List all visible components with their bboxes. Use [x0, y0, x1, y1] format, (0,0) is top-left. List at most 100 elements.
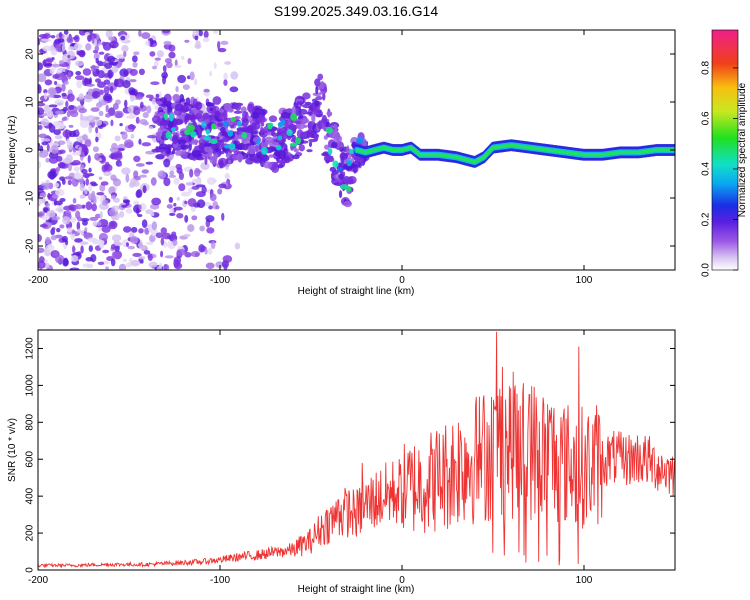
heatmap-cell — [171, 149, 176, 155]
heatmap-cell — [116, 147, 125, 152]
spectrogram-x-label: Height of straight line (km) — [298, 286, 415, 297]
heatmap-cell — [39, 223, 49, 228]
heatmap-cell — [74, 60, 84, 67]
heatmap-cell — [74, 238, 83, 243]
heatmap-cell — [62, 68, 66, 73]
heatmap-cell — [63, 257, 69, 266]
heatmap-cell — [82, 68, 92, 76]
heatmap-cell — [61, 43, 66, 52]
heatmap-cell — [195, 40, 201, 50]
heatmap-cell — [242, 111, 248, 120]
heatmap-cell — [164, 100, 172, 107]
heatmap-cell — [142, 112, 149, 119]
heatmap-cell — [40, 183, 51, 187]
heatmap-cell — [139, 101, 144, 109]
heatmap-cell — [191, 149, 202, 158]
heatmap-cell — [312, 92, 322, 97]
heatmap-hotspot — [280, 119, 286, 125]
heatmap-cell — [124, 141, 134, 149]
heatmap-cell — [48, 122, 53, 128]
heatmap-cell — [262, 136, 266, 144]
heatmap-hotspot — [187, 124, 195, 132]
heatmap-cell — [172, 93, 181, 103]
heatmap-cell — [296, 101, 304, 106]
heatmap-cell — [102, 61, 107, 65]
heatmap-cell — [45, 244, 55, 252]
heatmap-cell — [155, 146, 159, 151]
heatmap-cell — [129, 235, 138, 244]
heatmap-cell — [154, 57, 161, 61]
heatmap-cell — [38, 200, 43, 205]
heatmap-cell — [240, 143, 250, 151]
snr-x-tick-label: -100 — [210, 575, 230, 586]
heatmap-cell — [130, 259, 141, 267]
heatmap-cell — [62, 116, 68, 121]
heatmap-cell — [132, 55, 138, 63]
heatmap-cell — [75, 150, 82, 156]
heatmap-cell — [175, 150, 184, 156]
heatmap-hotspot — [332, 160, 339, 168]
heatmap-cell — [122, 258, 127, 263]
heatmap-cell — [352, 167, 357, 174]
heatmap-cell — [174, 103, 184, 112]
heatmap-cell — [128, 89, 137, 95]
heatmap-cell — [227, 159, 232, 165]
heatmap-hotspot — [325, 126, 334, 134]
heatmap-cell — [121, 131, 128, 140]
heatmap-cell — [202, 37, 210, 43]
heatmap-cell — [163, 40, 172, 46]
heatmap-cell — [62, 53, 69, 63]
spectrogram-x-tick-label: 0 — [399, 275, 405, 286]
spectrogram-ridge-glow — [356, 143, 675, 164]
heatmap-cell — [94, 45, 100, 52]
heatmap-hotspot — [275, 145, 282, 151]
heatmap-cell — [74, 75, 85, 81]
heatmap-cell — [217, 188, 223, 195]
heatmap-cell — [133, 170, 139, 179]
heatmap-cell — [85, 43, 92, 51]
heatmap-cell — [168, 174, 177, 178]
snr-y-tick-label: 800 — [25, 414, 36, 431]
heatmap-cell — [71, 178, 79, 187]
heatmap-cell — [67, 55, 71, 59]
heatmap-cell — [229, 86, 239, 93]
heatmap-cell — [135, 190, 141, 199]
heatmap-cell — [224, 61, 231, 65]
heatmap-cell — [149, 234, 156, 243]
heatmap-cell — [138, 204, 142, 210]
heatmap-cell — [203, 30, 209, 39]
heatmap-cell — [133, 155, 141, 163]
heatmap-cell — [51, 94, 62, 99]
heatmap-cell — [296, 129, 304, 139]
heatmap-cell — [81, 168, 88, 175]
heatmap-cell — [154, 60, 159, 67]
heatmap-cell — [190, 251, 201, 258]
heatmap-cell — [57, 161, 66, 169]
heatmap-cell — [122, 226, 132, 233]
heatmap-cell — [78, 30, 87, 36]
heatmap-cell — [80, 116, 90, 121]
heatmap-cell — [149, 51, 156, 57]
heatmap-cell — [55, 166, 61, 172]
heatmap-hotspot — [337, 166, 343, 172]
heatmap-cell — [143, 250, 151, 255]
heatmap-cell — [47, 170, 57, 180]
spectrogram-y-tick-label: 10 — [25, 96, 36, 108]
heatmap-cell — [189, 71, 195, 81]
heatmap-cell — [99, 183, 106, 192]
heatmap-hotspot — [356, 136, 364, 144]
heatmap-cell — [206, 227, 215, 234]
heatmap-cell — [63, 30, 69, 35]
heatmap-cell — [72, 159, 81, 166]
heatmap-cell — [101, 41, 107, 46]
snr-x-label: Height of straight line (km) — [298, 584, 415, 595]
heatmap-cell — [294, 106, 302, 116]
heatmap-cell — [133, 107, 141, 116]
heatmap-cell — [82, 219, 88, 226]
heatmap-cell — [45, 210, 56, 218]
heatmap-cell — [141, 142, 152, 147]
heatmap-cell — [204, 145, 212, 153]
heatmap-hotspot — [205, 129, 211, 135]
heatmap-cell — [40, 138, 51, 142]
